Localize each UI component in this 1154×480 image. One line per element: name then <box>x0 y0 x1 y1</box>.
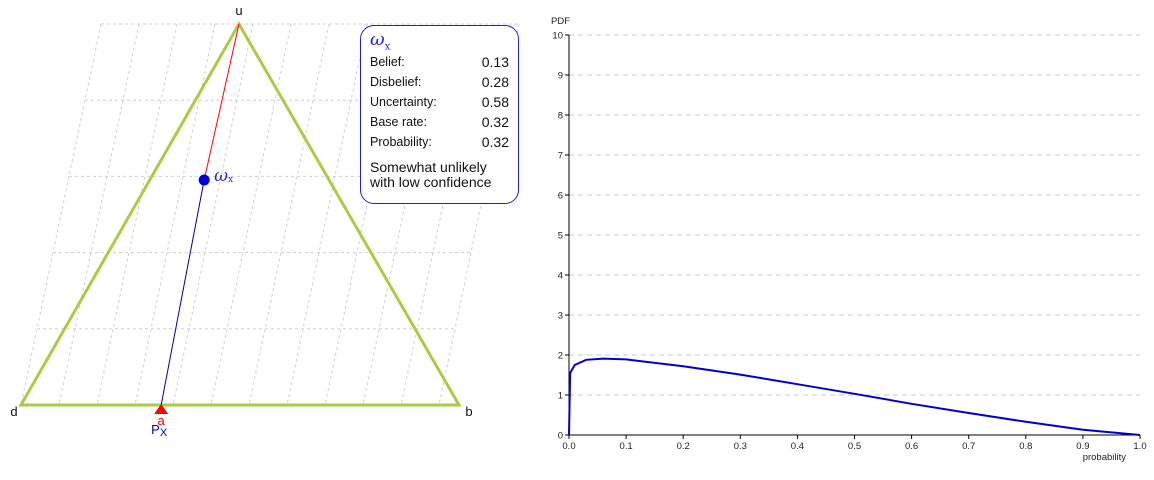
x-tick-label: 0.8 <box>1019 441 1032 452</box>
verdict-line-2: with low confidence <box>370 174 492 190</box>
triangle-grid-line <box>172 23 254 406</box>
x-tick-label: 0.2 <box>677 441 690 452</box>
opinion-row: Belief: 0.13 <box>370 52 509 72</box>
y-tick-label: 7 <box>558 151 563 162</box>
base-rate-marker <box>154 404 169 414</box>
opinion-point-label: ωx <box>214 166 233 186</box>
y-tick-label: 9 <box>558 71 563 82</box>
opinion-row-value: 0.13 <box>481 54 509 70</box>
triangle-grid-line <box>96 23 178 406</box>
x-tick-label: 0.3 <box>734 441 747 452</box>
x-axis-title: probability <box>1083 452 1127 463</box>
pdf-curve <box>568 357 1141 436</box>
x-tick-label: 0.1 <box>619 441 632 452</box>
opinion-row: Disbelief: 0.28 <box>370 72 509 92</box>
y-tick-label: 3 <box>558 311 563 322</box>
triangle-grid-line <box>438 23 520 406</box>
opinion-row-label: Probability: <box>370 135 432 149</box>
uncertainty-line <box>203 23 240 181</box>
projected-probability-label: PX <box>151 422 168 439</box>
triangle-grid-line <box>210 23 292 406</box>
opinion-row: Base rate: 0.32 <box>370 112 509 132</box>
y-tick-label: 6 <box>558 191 563 202</box>
triangle-grid-line <box>286 23 368 406</box>
pdf-gridlines <box>569 34 1140 396</box>
base-rate-label: a <box>158 413 166 428</box>
y-tick-label: 1 <box>558 391 563 402</box>
y-tick-label: 0 <box>558 431 563 442</box>
x-tick-label: 0.5 <box>848 441 861 452</box>
opinion-row-value: 0.32 <box>481 134 509 150</box>
triangle-grid-line <box>324 23 406 406</box>
x-tick-label: 0.9 <box>1076 441 1089 452</box>
opinion-row-value: 0.58 <box>481 94 509 110</box>
opinion-title: ωx <box>370 29 391 53</box>
triangle-grid-line <box>362 23 444 406</box>
opinion-row-label: Base rate: <box>370 115 427 129</box>
x-tick-label: 0.4 <box>791 441 804 452</box>
opinion-row-label: Disbelief: <box>370 75 422 89</box>
y-tick-label: 8 <box>558 111 563 122</box>
vertex-label-u: u <box>235 3 242 18</box>
opinion-point[interactable] <box>198 174 210 186</box>
opinion-row-label: Belief: <box>370 55 405 69</box>
y-tick-label: 5 <box>558 231 563 242</box>
x-tick-label: 1.0 <box>1133 441 1146 452</box>
opinion-row-value: 0.32 <box>481 114 509 130</box>
opinion-row-value: 0.28 <box>481 74 509 90</box>
x-ticks: 0.0 0.1 0.2 0.3 0.4 0.5 0.6 0.7 0.8 0.9 1.0 <box>562 435 1147 452</box>
vertex-label-d: d <box>10 404 17 419</box>
triangle-grid-line <box>248 23 330 406</box>
triangle-grid-line <box>134 23 216 406</box>
opinion-triangle <box>18 20 462 407</box>
opinion-row: Probability: 0.32 <box>370 132 509 152</box>
y-tick-label: 4 <box>558 271 563 282</box>
opinion-info-box: ωx Belief: 0.13 Disbelief: 0.28 Uncertainty:… <box>360 25 519 204</box>
x-tick-label: 0.6 <box>905 441 918 452</box>
opinion-row: Uncertainty: 0.58 <box>370 92 509 112</box>
verdict-line-1: Somewhat unlikely <box>370 159 487 175</box>
y-axis-title: PDF <box>551 16 570 27</box>
opinion-row-label: Uncertainty: <box>370 95 437 109</box>
opinion-verdict: Somewhat unlikely with low confidence <box>370 160 509 190</box>
y-tick-label: 2 <box>558 351 563 362</box>
x-tick-label: 0.7 <box>962 441 975 452</box>
triangle-grid-line <box>400 23 482 406</box>
y-ticks: 0 1 2 3 4 5 6 7 8 9 10 <box>552 31 569 442</box>
x-tick-label: 0.0 <box>562 441 575 452</box>
pdf-chart: 0 1 2 3 4 5 6 7 8 9 10 0.0 0.1 0.2 0.3 0.4 0.5 0.6 0.7 0.8… <box>551 16 1147 463</box>
y-tick-label: 10 <box>552 31 563 42</box>
projection-line <box>160 179 205 406</box>
vertex-label-b: b <box>465 404 472 419</box>
triangle-grid-line <box>20 23 102 406</box>
triangle-grid-line <box>58 23 140 406</box>
